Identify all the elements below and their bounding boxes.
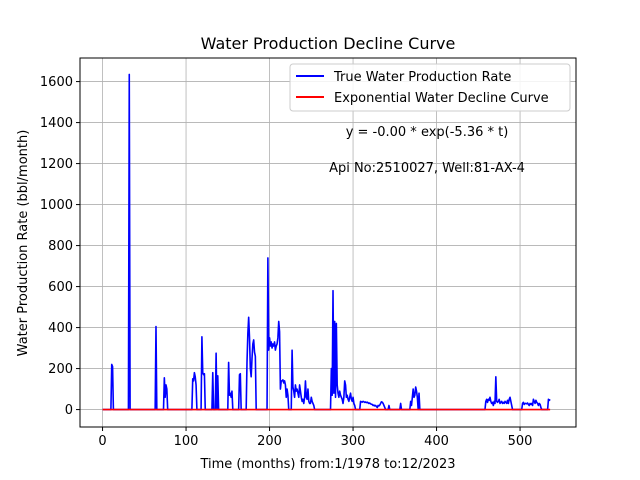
x-tick-label: 400 bbox=[424, 434, 449, 449]
legend: True Water Production Rate Exponential W… bbox=[289, 63, 571, 112]
y-tick-label: 1400 bbox=[40, 116, 73, 131]
x-tick-label: 500 bbox=[508, 434, 533, 449]
x-tick-label: 0 bbox=[98, 434, 106, 449]
plot-frame bbox=[79, 57, 577, 428]
x-tick-label: 100 bbox=[174, 434, 199, 449]
well-id-annotation: Api No:2510027, Well:81-AX-4 bbox=[329, 161, 525, 176]
y-axis-label: Water Production Rate (bbl/month) bbox=[16, 130, 31, 357]
legend-label-true-rate: True Water Production Rate bbox=[333, 70, 511, 85]
y-tick-label: 600 bbox=[48, 280, 73, 295]
x-tick-label: 300 bbox=[341, 434, 366, 449]
y-tick-label: 1000 bbox=[40, 198, 73, 213]
y-tick-label: 0 bbox=[65, 403, 73, 418]
y-tick-label: 200 bbox=[48, 362, 73, 377]
legend-box bbox=[289, 63, 571, 112]
legend-label-exponential-curve: Exponential Water Decline Curve bbox=[334, 91, 549, 106]
y-tick-label: 1200 bbox=[40, 157, 73, 172]
series-line-true-rate bbox=[102, 73, 551, 411]
y-tick-label: 1600 bbox=[40, 75, 73, 90]
series-layer bbox=[102, 73, 551, 411]
y-tick-label: 400 bbox=[48, 321, 73, 336]
chart-title: Water Production Decline Curve bbox=[201, 34, 456, 53]
x-tick-label: 200 bbox=[257, 434, 282, 449]
ticks: 0 100 200 300 400 500 0 200 400 600 800 1000 1200 140… bbox=[40, 75, 533, 449]
fit-equation-annotation: y = -0.00 * exp(-5.36 * t) bbox=[346, 125, 509, 140]
y-tick-label: 800 bbox=[48, 239, 73, 254]
x-axis-label: Time (months) from:1/1978 to:12/2023 bbox=[199, 457, 455, 472]
